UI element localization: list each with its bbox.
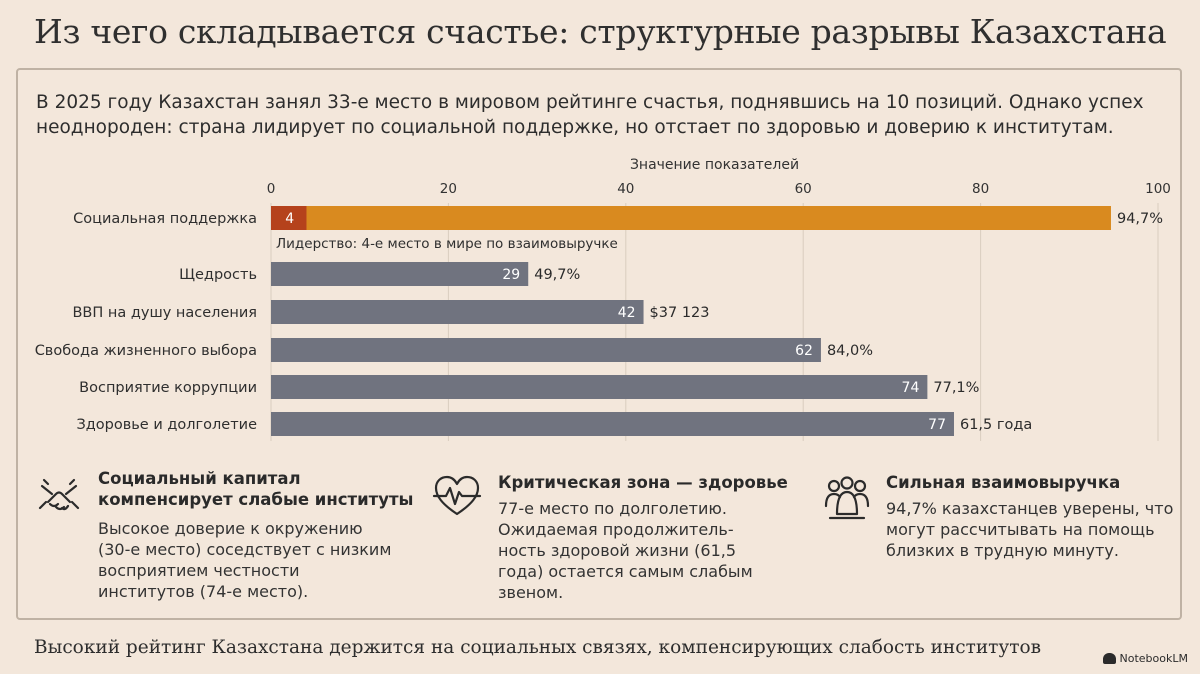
brand-label: NotebookLM (1119, 652, 1188, 665)
value-label: 77,1% (933, 380, 979, 396)
category-label: Восприятие коррупции (79, 380, 257, 396)
rank-label: 4 (285, 211, 294, 227)
x-tick-label: 60 (795, 181, 812, 197)
people-group-icon (822, 472, 872, 526)
value-label: 49,7% (534, 267, 580, 283)
brand-badge: NotebookLM (1102, 652, 1188, 665)
rank-label: 77 (928, 417, 946, 433)
card-title: Сильная взаимовыручка (886, 473, 1121, 492)
page-title: Из чего складывается счастье: структурны… (34, 12, 1167, 51)
content-panel (16, 68, 1182, 620)
value-label: 84,0% (827, 343, 873, 359)
card-body: Высокое доверие к окружению (30-е место)… (98, 519, 392, 601)
category-label: Свобода жизненного выбора (35, 343, 257, 359)
x-tick-label: 0 (267, 181, 276, 197)
category-label: Социальная поддержка (73, 211, 257, 227)
card-body: 77-е место по долголетию. Ожидаемая прод… (498, 499, 753, 602)
category-label: Щедрость (179, 267, 257, 283)
bar-chart: Значение показателей 0 20 40 60 80 100 Социальн… (35, 157, 1171, 441)
notebooklm-logo-icon (1102, 653, 1116, 664)
handshake-icon (34, 472, 84, 526)
axis-title: Значение показателей (630, 157, 799, 173)
heart-pulse-icon (432, 472, 482, 526)
bar (271, 338, 821, 362)
value-label: 94,7% (1117, 211, 1163, 227)
value-label: 61,5 года (960, 417, 1032, 433)
x-tick-label: 100 (1145, 181, 1171, 197)
bar-segment (271, 206, 307, 230)
annotation-label: Лидерство: 4-е место в мире по взаимовыр… (276, 236, 618, 252)
bar (271, 300, 644, 324)
rank-label: 29 (502, 267, 520, 283)
intro-text: В 2025 году Казахстан занял 33-е место в… (36, 92, 1144, 138)
footer-conclusion: Высокий рейтинг Казахстана держится на с… (34, 637, 1042, 658)
rank-label: 62 (795, 343, 813, 359)
bar (271, 412, 954, 436)
category-label: ВВП на душу населения (72, 305, 257, 321)
card-body: 94,7% казахстанцев уверены, что могут ра… (886, 499, 1174, 560)
rank-label: 42 (618, 305, 636, 321)
bar (271, 375, 928, 399)
bar (271, 262, 529, 286)
rank-label: 74 (902, 380, 920, 396)
x-tick-label: 40 (617, 181, 634, 197)
card-title: Социальный капитал компенсирует слабые и… (98, 469, 414, 509)
value-label: $37 123 (650, 305, 710, 321)
category-label: Здоровье и долголетие (76, 417, 257, 433)
card-title: Критическая зона — здоровье (498, 473, 788, 492)
x-tick-label: 80 (972, 181, 989, 197)
bar (271, 206, 1111, 230)
x-tick-label: 20 (440, 181, 457, 197)
